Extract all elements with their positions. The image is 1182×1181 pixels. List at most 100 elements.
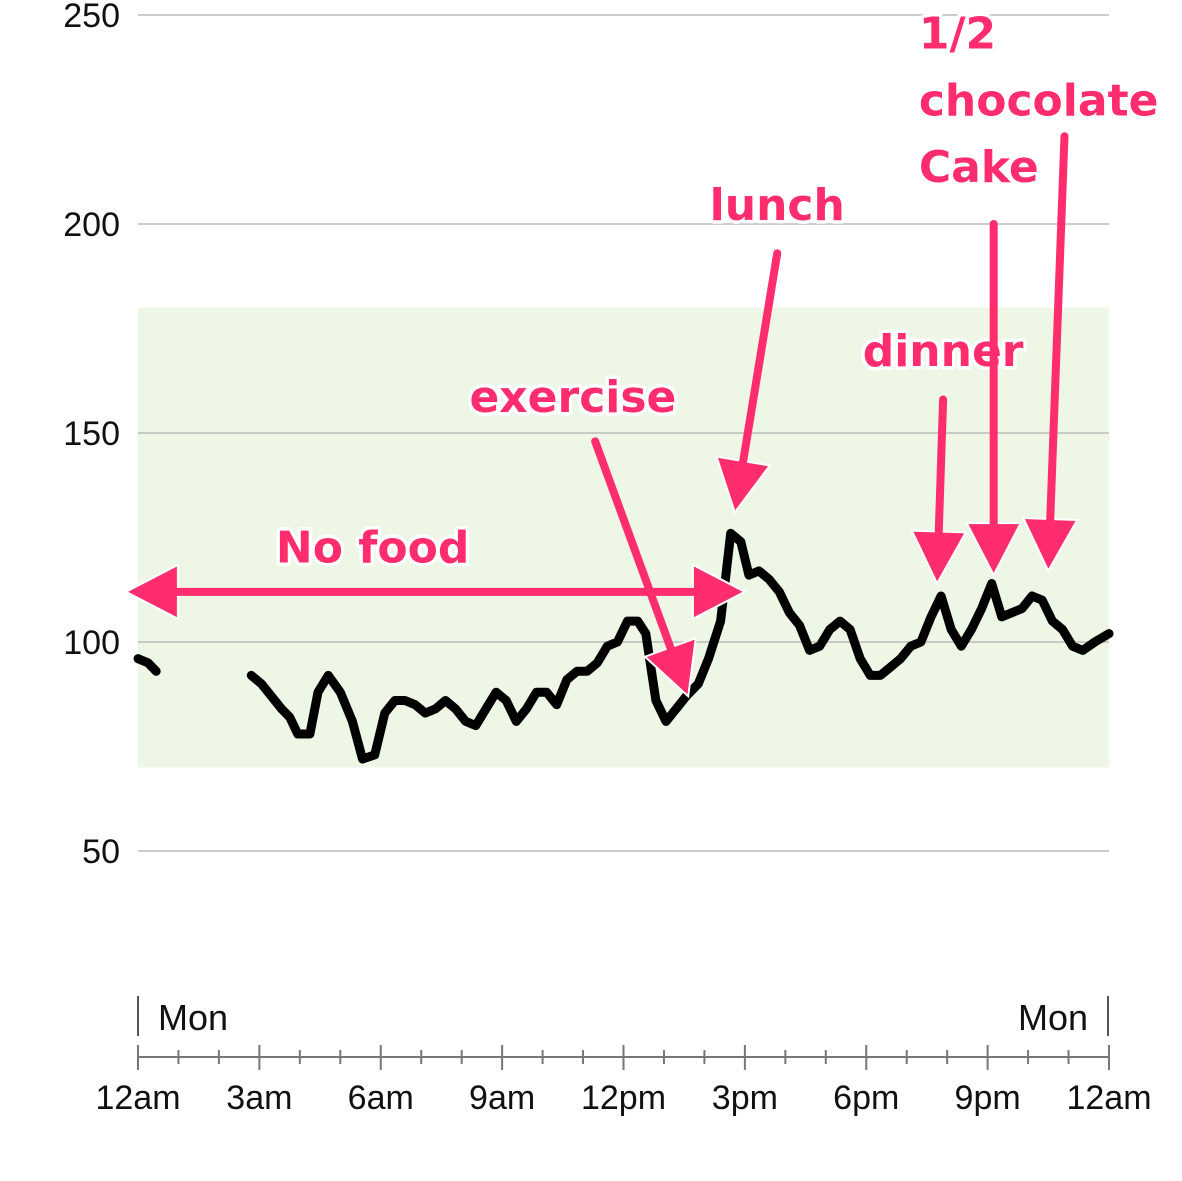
y-tick-label: 250 [63, 0, 120, 35]
data-point [859, 658, 861, 660]
data-point [940, 595, 942, 597]
data-point [309, 733, 311, 735]
data-point [1011, 612, 1013, 614]
data-point [260, 683, 262, 685]
annotation-label: No food [276, 523, 469, 574]
data-point [137, 658, 139, 660]
data-point [627, 620, 628, 622]
data-point [351, 720, 353, 722]
data-point [297, 733, 299, 735]
data-point [404, 700, 406, 701]
annotation-label: chocolate [919, 75, 1159, 126]
data-point [1072, 645, 1074, 647]
data-point [665, 720, 667, 722]
data-point [637, 620, 639, 622]
data-point [720, 620, 722, 622]
y-tick-label: 100 [63, 624, 120, 662]
data-point [281, 708, 283, 710]
data-point [799, 624, 800, 626]
data-point [424, 712, 426, 714]
data-point [655, 700, 657, 701]
data-point [1108, 633, 1110, 635]
data-point [445, 700, 446, 701]
y-tick-label: 200 [63, 206, 120, 244]
data-point [869, 674, 871, 676]
data-point [339, 691, 341, 693]
data-point [960, 645, 962, 647]
data-point [981, 608, 983, 610]
data-point [697, 683, 699, 685]
data-point [616, 641, 618, 643]
annotation-label: dinner [863, 326, 1024, 377]
data-point [525, 708, 527, 710]
data-point [768, 578, 770, 580]
data-point [536, 691, 537, 693]
data-point [900, 658, 902, 660]
data-point [250, 674, 252, 676]
data-point [645, 633, 647, 635]
data-point [930, 616, 932, 618]
data-point [434, 708, 436, 710]
data-point [1031, 595, 1033, 597]
data-point [740, 541, 742, 543]
arrow-shaft [737, 249, 782, 475]
x-axis: Mon Mon 12am 3am 6am 9am 12pm 3pm 6pm 9pm 12am [95, 996, 1152, 1117]
data-point [327, 674, 329, 676]
data-point [515, 720, 517, 722]
data-point [155, 670, 157, 672]
y-tick-label: 150 [63, 415, 120, 453]
x-tick-label: 12am [1066, 1079, 1151, 1117]
data-point [708, 658, 709, 660]
x-tick-label: 9am [469, 1079, 535, 1117]
annotation-label: Cake [919, 142, 1039, 193]
x-tick-label: 6pm [833, 1079, 899, 1117]
arrow-shaft [934, 395, 948, 546]
data-point [271, 695, 272, 697]
data-point [317, 691, 319, 693]
data-point [890, 666, 891, 668]
annotation-label: exercise [469, 372, 676, 423]
data-point [879, 674, 881, 676]
x-tick-label: 6am [348, 1079, 414, 1117]
data-point [1062, 629, 1063, 630]
x-tick-label: 3am [226, 1079, 292, 1117]
data-point [546, 691, 548, 693]
data-point [809, 649, 811, 651]
arrow-shaft [591, 437, 678, 661]
annotations: No food exercise lunch dinner 1/2 chocolate Ca… [123, 5, 1162, 699]
data-point [566, 679, 568, 681]
data-point [596, 662, 598, 664]
data-point [384, 712, 386, 714]
data-point [1021, 608, 1023, 610]
glucose-series [133, 528, 1114, 764]
data-point [1082, 649, 1084, 651]
data-point [495, 691, 497, 693]
data-point [829, 629, 831, 630]
data-point [465, 720, 467, 722]
data-point [1051, 620, 1053, 622]
data-point [475, 725, 477, 727]
data-point [414, 704, 416, 706]
x-tick-label: 12am [95, 1079, 180, 1117]
data-point [289, 716, 291, 718]
y-tick-label: 50 [82, 833, 120, 871]
data-point [485, 708, 487, 710]
data-point [970, 629, 972, 630]
x-tick-label: 9pm [955, 1079, 1021, 1117]
data-point [576, 670, 578, 672]
annotation-label: lunch [710, 180, 845, 231]
data-point [730, 532, 732, 534]
data-point [362, 758, 363, 760]
data-point [950, 629, 952, 630]
y-axis-ticks: 50 100 150 200 250 [63, 0, 120, 871]
data-point [920, 641, 922, 643]
data-point [839, 620, 841, 622]
data-point [1094, 641, 1096, 643]
data-point [394, 700, 396, 701]
x-tick-label: 12pm [581, 1079, 666, 1117]
day-label-end: Mon [1018, 997, 1088, 1038]
data-point [374, 754, 376, 756]
data-point [991, 583, 993, 584]
data-point [788, 612, 790, 614]
